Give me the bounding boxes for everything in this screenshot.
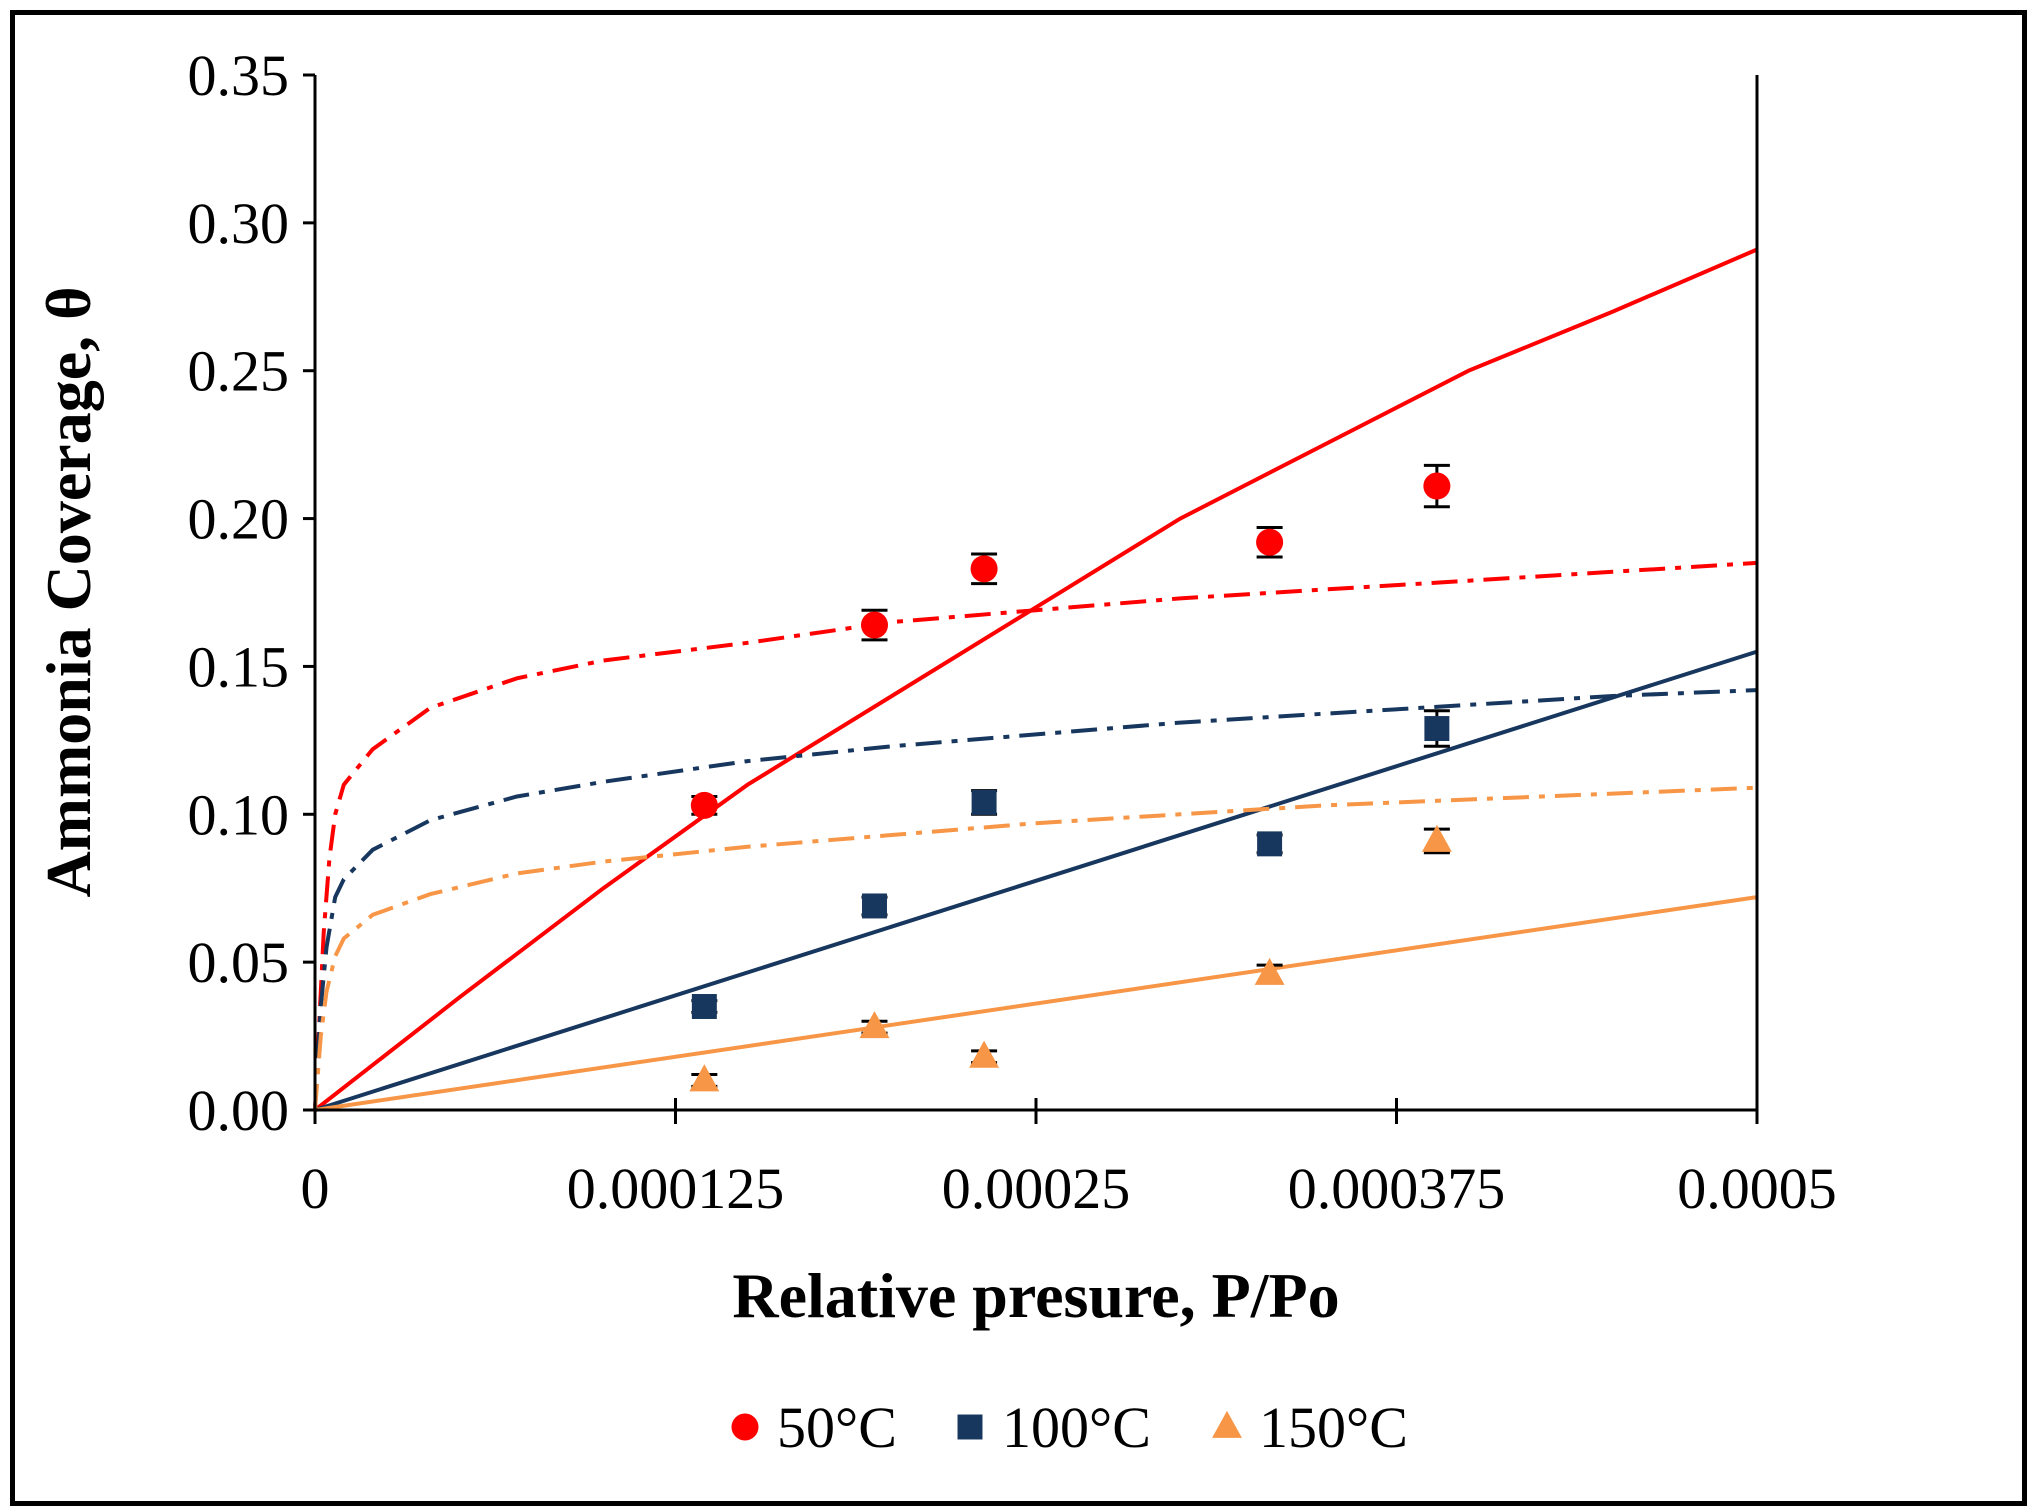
legend: 50°C 100°C 150°C	[731, 1395, 1408, 1460]
tick-labels: 0.00 0.05 0.10 0.15 0.20 0.25 0.30 0.35 0 0.00012…	[188, 43, 1837, 1221]
fit-line-dash-dot	[313, 688, 1758, 1111]
chart-frame: 0.00 0.05 0.10 0.15 0.20 0.25 0.30 0.35 0 0.00012…	[10, 10, 2027, 1506]
legend-marker	[731, 1413, 759, 1441]
fit-line-solid	[313, 247, 1758, 1112]
data-point	[689, 1064, 720, 1092]
legend-label: 150°C	[1259, 1395, 1408, 1460]
data-point	[1254, 957, 1285, 985]
data-point	[691, 994, 717, 1019]
x-tick-label: 0.000375	[1288, 1156, 1506, 1221]
x-tick-label: 0	[301, 1156, 330, 1221]
data-point	[1257, 831, 1283, 857]
axes	[313, 75, 1759, 1112]
fit-line-solid	[314, 895, 1758, 1112]
fit-line-dash-dot	[313, 560, 1758, 1111]
x-tick-label: 0.00025	[942, 1156, 1131, 1221]
data-points	[689, 463, 1452, 1092]
data-point	[860, 611, 889, 639]
legend-label: 100°C	[1002, 1395, 1151, 1460]
data-point	[862, 893, 887, 919]
y-axis-title: Ammonia Coverage, θ	[33, 286, 104, 897]
legend-marker	[957, 1414, 983, 1440]
data-point	[970, 555, 998, 583]
data-point	[1424, 716, 1450, 742]
data-point	[969, 1040, 1000, 1068]
y-tick-label: 0.10	[188, 782, 290, 847]
legend-label: 50°C	[777, 1395, 897, 1460]
data-point	[1421, 824, 1452, 852]
data-point	[859, 1011, 890, 1039]
y-tick-label: 0.05	[188, 930, 290, 995]
data-point	[690, 791, 718, 819]
data-point	[1423, 472, 1451, 500]
data-point	[1256, 528, 1284, 556]
data-point	[971, 789, 997, 815]
x-axis-title: Relative presure, P/Po	[732, 1260, 1339, 1331]
y-tick-label: 0.00	[188, 1078, 290, 1143]
legend-marker	[1212, 1410, 1242, 1438]
fit-line-solid	[314, 649, 1758, 1112]
y-tick-label: 0.35	[188, 43, 290, 108]
y-tick-label: 0.20	[188, 487, 290, 552]
y-tick-label: 0.30	[188, 191, 290, 256]
x-tick-label: 0.0005	[1677, 1156, 1837, 1221]
fit-curves	[313, 247, 1758, 1112]
x-tick-label: 0.000125	[567, 1156, 785, 1221]
y-tick-label: 0.15	[188, 634, 290, 699]
chart: 0.00 0.05 0.10 0.15 0.20 0.25 0.30 0.35 0 0.00012…	[33, 43, 1837, 1460]
y-tick-label: 0.25	[188, 339, 290, 404]
fit-line-dash-dot	[313, 785, 1758, 1111]
